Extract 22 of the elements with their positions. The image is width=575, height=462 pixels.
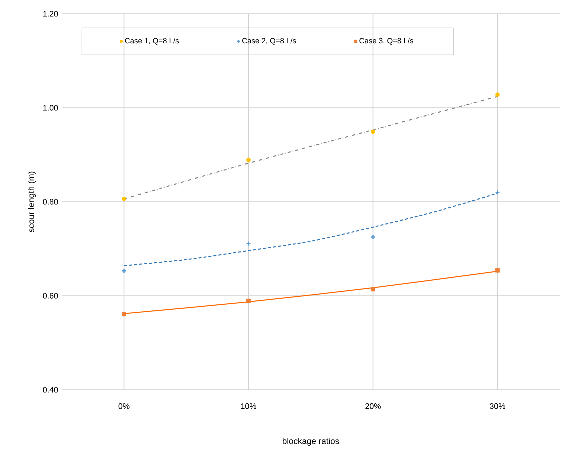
x-tick-label: 20%	[366, 404, 381, 410]
y-axis-title: scour length (m)	[28, 172, 36, 232]
point	[122, 312, 126, 317]
point	[371, 287, 376, 292]
point	[371, 130, 376, 134]
x-tick-label: 10%	[241, 404, 256, 410]
point	[246, 298, 251, 304]
line-series	[124, 193, 498, 266]
x-axis-title: blockage ratios	[282, 438, 340, 446]
point	[246, 158, 251, 162]
y-tick-label: 1.20	[44, 11, 58, 17]
x-tick-label: 0%	[118, 404, 130, 410]
point	[496, 92, 500, 98]
x-tick-label: 30%	[490, 404, 506, 410]
y-tick-label: 1.00	[44, 105, 58, 111]
y-tick-label: 0.60	[43, 293, 58, 299]
point	[370, 234, 376, 240]
y-tick-label: 0.80	[43, 199, 58, 205]
point	[246, 241, 252, 246]
point	[122, 196, 126, 202]
point	[496, 268, 500, 273]
y-tick-label: 0.40	[43, 387, 58, 393]
